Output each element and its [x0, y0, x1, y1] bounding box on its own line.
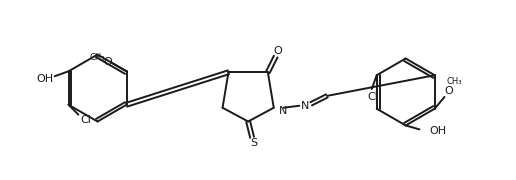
Text: N: N: [279, 106, 287, 116]
Text: Cl: Cl: [81, 114, 92, 125]
Text: N: N: [301, 101, 310, 111]
Text: O: O: [273, 46, 282, 56]
Text: OH: OH: [36, 74, 54, 84]
Text: CH₃: CH₃: [89, 53, 105, 62]
Text: S: S: [250, 138, 257, 148]
Text: OH: OH: [429, 126, 446, 136]
Text: CH₃: CH₃: [447, 77, 462, 86]
Text: O: O: [103, 57, 112, 68]
Text: O: O: [444, 86, 453, 96]
Text: Cl: Cl: [367, 92, 378, 102]
